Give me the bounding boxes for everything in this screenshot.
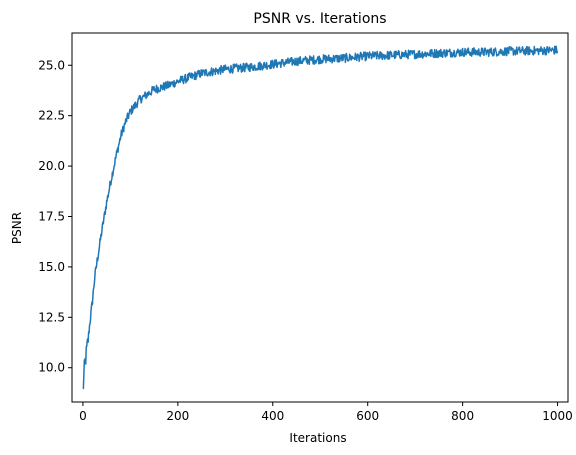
x-axis-label: Iterations	[289, 431, 346, 445]
psnr-series-line	[82, 45, 559, 390]
y-tick-label: 17.5	[38, 209, 65, 223]
y-axis-ticks: 10.0 12.5 15.0 17.5 20.0 22.5 25.0	[38, 58, 72, 375]
y-tick-label: 15.0	[38, 260, 65, 274]
x-tick-label: 0	[79, 409, 87, 423]
chart-title: PSNR vs. Iterations	[253, 11, 386, 27]
x-axis-ticks: 0 200 400 600 800 1000	[79, 402, 573, 423]
y-tick-label: 12.5	[38, 310, 65, 324]
axes-frame	[71, 32, 569, 403]
x-tick-label: 800	[451, 409, 474, 423]
x-tick-label: 600	[356, 409, 379, 423]
y-tick-label: 10.0	[38, 361, 65, 375]
x-tick-label: 400	[261, 409, 284, 423]
y-tick-label: 22.5	[38, 109, 65, 123]
plot-area	[82, 45, 559, 390]
y-tick-label: 25.0	[38, 58, 65, 72]
y-axis-label: PSNR	[10, 212, 24, 244]
y-tick-label: 20.0	[38, 159, 65, 173]
x-tick-label: 1000	[542, 409, 573, 423]
x-tick-label: 200	[166, 409, 189, 423]
